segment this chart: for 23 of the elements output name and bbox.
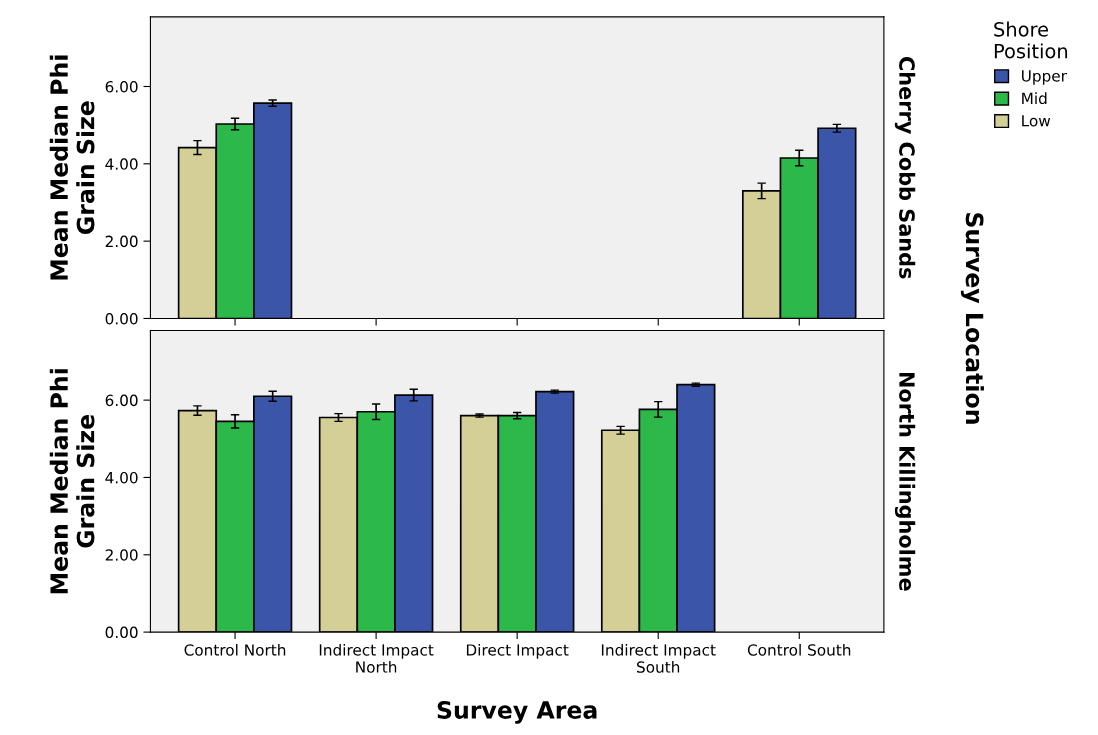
- x-tick-label: Control South: [747, 643, 851, 656]
- y-axis-title: Mean Median Phi Grain Size: [49, 369, 95, 594]
- y-tick-label: 2.00: [105, 235, 138, 248]
- y-tick-label: 2.00: [105, 549, 138, 561]
- y-tick-label: 6.00: [105, 394, 138, 407]
- y-tick-label: 6.00: [105, 80, 138, 93]
- x-tick-label: Control North: [184, 643, 286, 656]
- y-axis-title: Mean Median Phi Grain Size: [49, 55, 95, 280]
- legend-label: Low: [1022, 115, 1051, 127]
- legend-title: Shore Position: [994, 21, 1068, 59]
- y-tick-label: 0.00: [105, 626, 138, 639]
- y-tick-label: 0.00: [105, 312, 138, 325]
- x-tick-label: Indirect Impact South: [601, 643, 716, 673]
- legend-label: Mid: [1022, 92, 1047, 105]
- y-tick-label: 4.00: [105, 471, 138, 484]
- text: North Killingholme: [894, 372, 916, 591]
- x-tick-label: Direct Impact: [466, 643, 569, 659]
- y-tick-label: 4.00: [105, 158, 138, 170]
- x-axis-title: Survey Area: [437, 701, 597, 724]
- x-tick-label: Indirect Impact North: [319, 643, 434, 673]
- text: Cherry Cobb Sands: [894, 56, 916, 279]
- legend-label: Upper: [1022, 70, 1067, 85]
- text: Survey Location: [960, 213, 984, 424]
